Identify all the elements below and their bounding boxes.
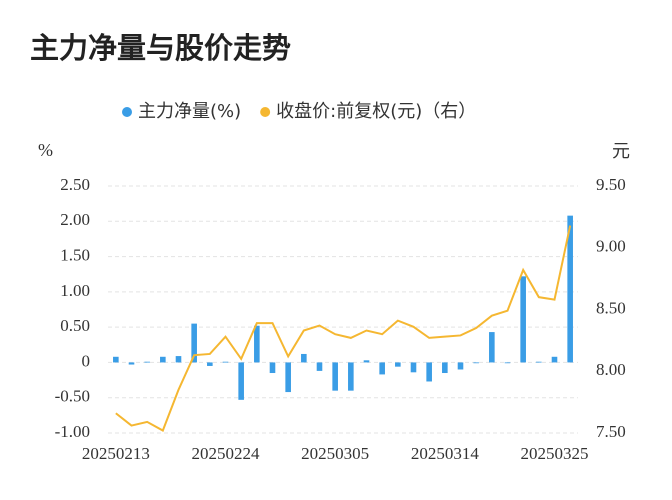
bar <box>442 362 448 374</box>
bar <box>128 362 135 365</box>
y2-tick-label: 8.50 <box>596 298 626 317</box>
y2-axis-label: 元 <box>612 141 630 162</box>
bar <box>520 276 526 363</box>
bar <box>457 362 464 370</box>
y-tick-label: 2.50 <box>60 175 90 194</box>
bar <box>316 362 323 371</box>
y2-tick-label: 9.50 <box>596 175 626 194</box>
bar <box>113 356 119 363</box>
bar <box>160 356 166 363</box>
y2-tick-label: 7.50 <box>596 422 626 441</box>
y-tick-label: 1.50 <box>60 245 90 264</box>
bar <box>536 361 542 363</box>
bar <box>301 353 307 363</box>
bar <box>238 362 244 400</box>
y-tick-label: 1.00 <box>60 281 90 300</box>
x-tick-label: 20250314 <box>411 444 480 463</box>
x-tick-label: 20250213 <box>82 444 150 463</box>
legend-marker <box>122 107 132 117</box>
legend-label: 收盘价:前复权(元)（右） <box>276 101 476 122</box>
y-tick-label: -0.50 <box>55 387 90 406</box>
bar <box>567 215 573 363</box>
x-tick-label: 20250305 <box>301 444 369 463</box>
bar <box>144 361 150 363</box>
legend-marker <box>260 107 271 117</box>
y2-tick-label: 9.00 <box>596 237 626 256</box>
y2-tick-label: 8.00 <box>596 360 626 379</box>
bar <box>504 362 511 364</box>
bar <box>254 325 260 363</box>
bar <box>410 362 417 373</box>
y-tick-label: 0 <box>82 351 91 370</box>
bar <box>363 360 370 363</box>
bar <box>489 332 495 363</box>
bar <box>473 362 479 364</box>
y-tick-label: -1.00 <box>55 422 90 441</box>
bar <box>348 362 354 391</box>
x-tick-label: 20250325 <box>521 444 589 463</box>
y-tick-label: 2.00 <box>60 210 90 229</box>
bar <box>379 362 385 375</box>
bar <box>551 356 558 363</box>
bar <box>207 362 213 366</box>
y-axis-label: % <box>38 140 53 160</box>
price-line <box>115 225 572 432</box>
y-tick-label: 0.50 <box>60 316 90 335</box>
chart-title: 主力净量与股价走势 <box>30 31 291 65</box>
bar <box>269 362 276 374</box>
bar <box>222 361 229 363</box>
bar <box>191 323 197 363</box>
x-tick-label: 20250224 <box>192 444 261 463</box>
bar <box>426 362 432 382</box>
bar <box>395 362 401 367</box>
bar <box>285 362 291 393</box>
bar <box>175 356 182 363</box>
bar <box>332 362 338 391</box>
legend-label: 主力净量(%) <box>138 101 241 122</box>
